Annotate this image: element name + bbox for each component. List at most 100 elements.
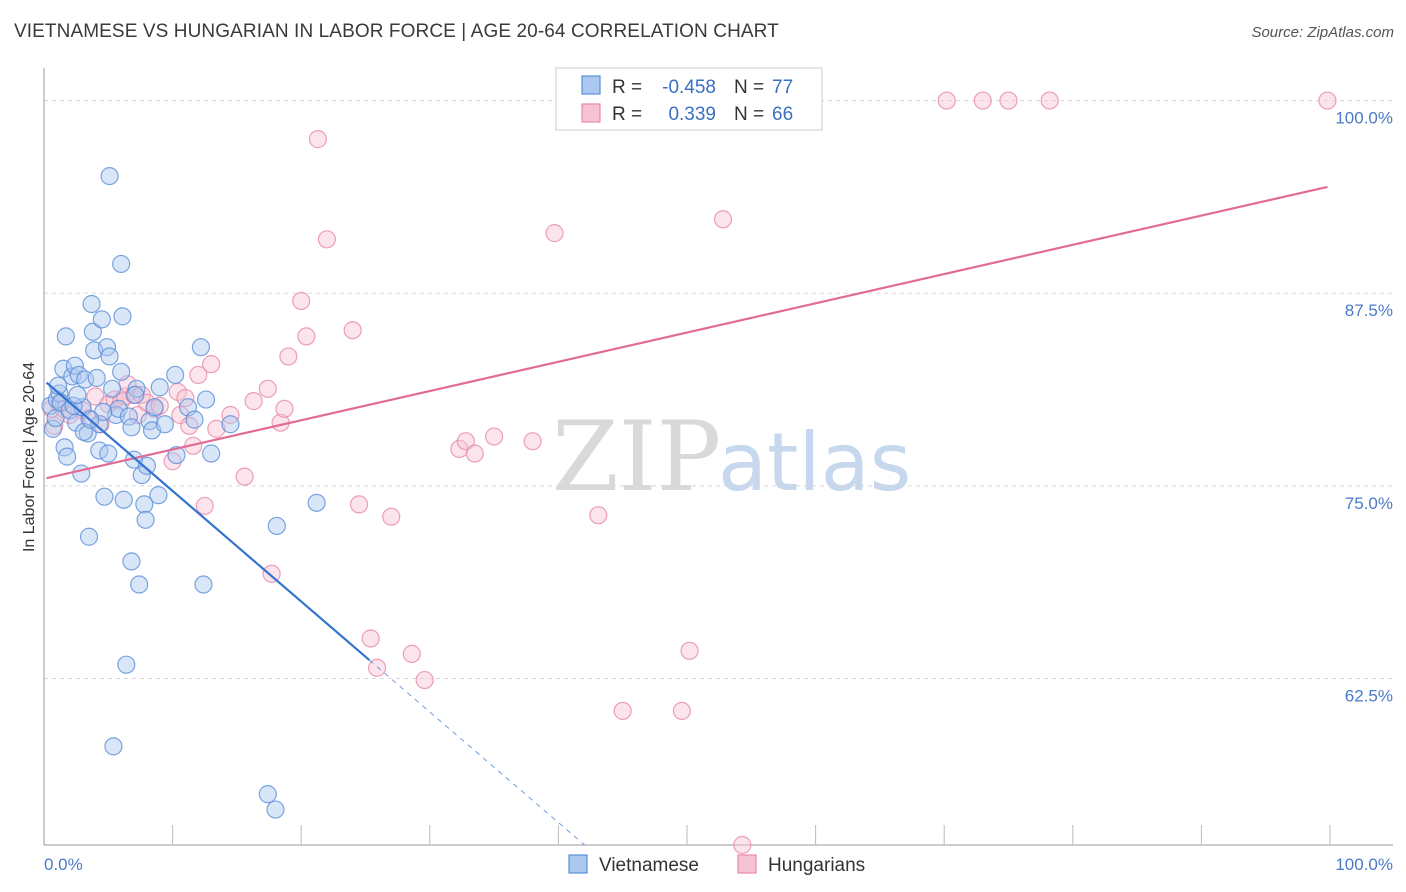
vietnamese-point	[126, 385, 145, 405]
hungarians-point	[202, 355, 221, 374]
vietnamese-point	[82, 294, 101, 314]
legend-hungarians-r-label: R =	[612, 104, 642, 125]
vietnamese-point	[266, 800, 285, 819]
vietnamese-point	[196, 390, 216, 409]
hungarians-point	[221, 405, 240, 425]
vietnamese-point	[58, 447, 77, 466]
vietnamese-point	[100, 166, 119, 186]
hungarians-point	[275, 399, 294, 418]
vietnamese-point	[194, 575, 213, 594]
vietnamese-point	[136, 510, 155, 529]
vietnamese-point	[79, 527, 99, 546]
hungarians-point	[1040, 91, 1059, 110]
hungarians-point	[465, 444, 484, 463]
vietnamese-point	[103, 379, 122, 398]
legend-hungarians-swatch	[581, 103, 601, 123]
hungarians-point	[613, 701, 632, 721]
vietnamese-point	[137, 456, 156, 475]
grid	[44, 100, 1393, 680]
hungarians-point	[207, 419, 226, 438]
watermark-zip: ZIP	[552, 401, 721, 513]
hungarians-point	[485, 427, 504, 446]
hungarians-point	[713, 210, 733, 229]
source-label: Source: ZipAtlas.com	[1251, 24, 1394, 41]
vietnamese-point	[95, 487, 114, 506]
vietnamese-point	[56, 327, 75, 346]
hungarians-point	[402, 644, 421, 663]
hungarians-point	[415, 670, 434, 690]
hungarians-point	[258, 379, 277, 398]
hungarians-point	[1318, 91, 1337, 110]
vietnamese-point	[127, 379, 146, 398]
hungarians-point	[317, 230, 337, 249]
trend-lines	[45, 185, 1328, 846]
hungarians-point	[45, 416, 64, 435]
hungarians-point	[672, 701, 691, 721]
legend-vietnamese-n-value: 77	[772, 77, 793, 98]
hungarians-point	[680, 641, 699, 660]
hungarians-point	[343, 321, 362, 340]
vietnamese-point	[65, 356, 84, 375]
vietnamese-point	[72, 464, 91, 483]
vietnamese-trend-line	[45, 381, 371, 661]
vietnamese-point	[135, 495, 154, 514]
hungarians-point	[382, 507, 401, 526]
vietnamese-point	[185, 410, 204, 429]
y-tick-label: 62.5%	[1345, 687, 1393, 706]
vietnamese-point	[166, 365, 185, 385]
x-tick-label-min: 0.0%	[44, 855, 83, 874]
legend-vietnamese-r-label: R =	[612, 77, 642, 98]
vietnamese-point	[167, 445, 186, 465]
hungarians-point	[244, 392, 263, 411]
vietnamese-point	[258, 785, 277, 804]
chart-title: VIETNAMESE VS HUNGARIAN IN LABOR FORCE |…	[14, 21, 779, 42]
vietnamese-point	[145, 398, 164, 417]
bottom-legend-vietnamese-swatch	[568, 854, 588, 874]
hungarians-point	[349, 495, 369, 514]
vietnamese-point	[43, 419, 63, 438]
vietnamese-point	[100, 347, 119, 366]
vietnamese-point	[104, 737, 123, 756]
y-tick-label: 87.5%	[1345, 301, 1393, 320]
vietnamese-point	[132, 466, 151, 485]
vietnamese-point	[83, 322, 102, 341]
vietnamese-points	[41, 166, 326, 819]
hungarians-point	[189, 365, 208, 385]
legend: R = -0.458 N = 77 R = 0.339 N = 66	[555, 67, 823, 131]
y-tick-label: 100.0%	[1335, 109, 1393, 128]
hungarians-point	[105, 390, 124, 409]
vietnamese-point	[267, 516, 286, 536]
vietnamese-point	[113, 307, 132, 326]
axes	[43, 68, 1393, 846]
hungarians-point	[262, 564, 281, 583]
vietnamese-point	[92, 310, 111, 329]
y-tick-labels: 62.5% 75.0% 87.5% 100.0%	[1335, 109, 1393, 706]
bottom-legend-hungarians-swatch	[737, 854, 757, 874]
hungarians-point	[973, 91, 992, 110]
vietnamese-trend-extension	[369, 659, 585, 846]
legend-vietnamese-n-label: N =	[734, 77, 764, 98]
x-tick-label-max: 100.0%	[1335, 855, 1393, 874]
vietnamese-point	[155, 415, 174, 434]
vietnamese-point	[122, 418, 141, 437]
watermark-atlas: atlas	[718, 416, 911, 509]
legend-hungarians-n-label: N =	[734, 104, 764, 125]
hungarians-trend-line	[46, 185, 1328, 480]
watermark: ZIP atlas	[552, 401, 911, 513]
vietnamese-point	[117, 655, 136, 674]
vietnamese-point	[202, 444, 221, 463]
bottom-legend: Vietnamese Hungarians	[568, 854, 865, 876]
vietnamese-point	[149, 486, 168, 505]
vietnamese-point	[122, 552, 141, 571]
vietnamese-point	[68, 385, 87, 405]
vietnamese-point	[221, 415, 240, 434]
vietnamese-point	[150, 378, 169, 397]
hungarians-points	[42, 91, 1337, 855]
hungarians-point	[999, 91, 1018, 110]
vietnamese-point	[76, 370, 95, 389]
vietnamese-point	[87, 368, 106, 388]
hungarians-point	[297, 327, 316, 346]
hungarians-point	[361, 629, 380, 648]
hungarians-point	[456, 432, 475, 451]
